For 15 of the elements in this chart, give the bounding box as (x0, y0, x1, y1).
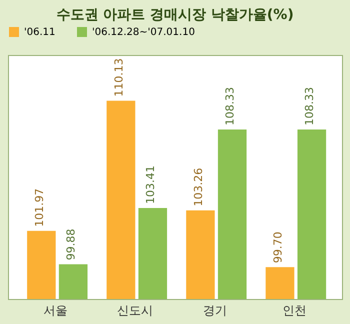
data-label: 108.33 (303, 86, 316, 126)
chart-title: 수도권 아파트 경매시장 낙찰가율(%) (56, 7, 294, 23)
data-label: 110.13 (112, 58, 126, 97)
x-tick-label: 서울 (44, 304, 68, 318)
legend-label: '06.12.28~'07.01.10 (92, 27, 195, 38)
data-label: 99.70 (271, 232, 284, 264)
data-label: 108.33 (224, 86, 237, 126)
data-label: 103.41 (144, 165, 158, 204)
data-label: 99.88 (64, 228, 78, 260)
x-tick-label: 인천 (282, 304, 306, 318)
x-tick-label: 경기 (202, 304, 227, 318)
x-tick-label: 신도시 (117, 304, 154, 318)
data-label: 101.97 (32, 188, 46, 227)
legend-label: '06.11 (24, 27, 56, 38)
data-label: 103.26 (192, 168, 205, 206)
